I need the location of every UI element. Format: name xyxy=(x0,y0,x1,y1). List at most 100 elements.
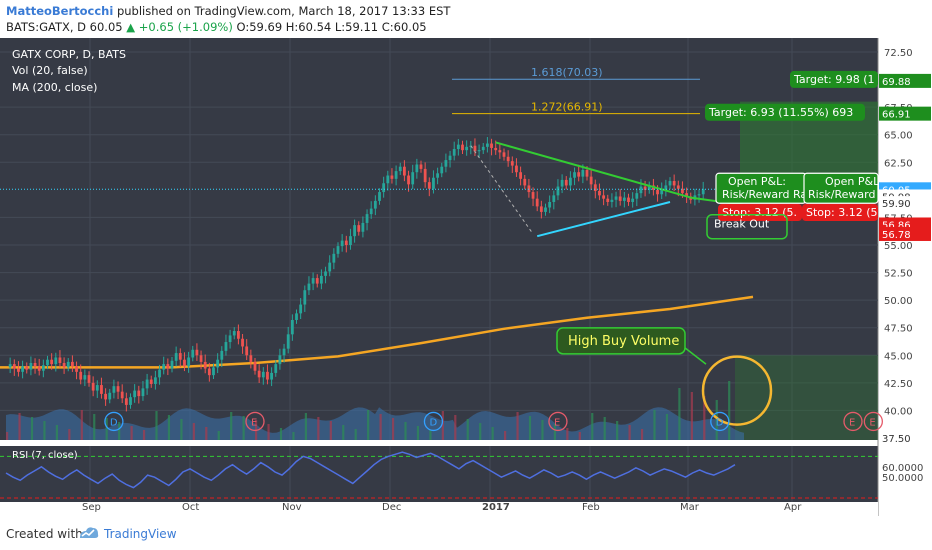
candle-body xyxy=(154,377,157,384)
volume-bar xyxy=(491,427,494,440)
candle-body xyxy=(50,359,54,365)
candle-body xyxy=(614,196,618,200)
candle-body xyxy=(415,164,419,173)
event-marker-label: D xyxy=(429,417,437,428)
candle-body xyxy=(407,175,410,185)
volume-bar xyxy=(30,417,34,440)
candle-body xyxy=(336,246,340,254)
candle-body xyxy=(62,363,66,368)
candle-body xyxy=(585,170,589,177)
volume-bar xyxy=(416,426,420,440)
trend-line-resistance xyxy=(495,141,692,199)
chart-title: GATX CORP, D, BATS xyxy=(12,48,126,61)
event-marker-label: E xyxy=(869,417,875,428)
tradingview-logo-icon[interactable] xyxy=(78,525,100,541)
rsi-title: RSI (7, close) xyxy=(12,450,78,461)
candle-body xyxy=(129,397,132,405)
candle-body xyxy=(697,194,701,196)
price-axis-badge-label: 37.50 xyxy=(882,434,911,445)
candle-body xyxy=(581,170,585,177)
author-link[interactable]: MatteoBertocchi xyxy=(6,4,114,18)
candle-body xyxy=(643,186,647,190)
risk-reward-label-2: Risk/Reward xyxy=(808,188,875,201)
candle-body xyxy=(564,179,568,186)
published-text: published on TradingView.com, March 18, … xyxy=(113,4,451,18)
candle-body xyxy=(8,364,12,368)
volume-bar xyxy=(105,418,108,440)
candle-body xyxy=(519,172,522,179)
ticker-label: BATS:GATX, D 60.05 xyxy=(6,20,123,34)
candle-body xyxy=(145,379,149,389)
candle-body xyxy=(506,156,510,162)
candle-body xyxy=(91,382,95,391)
candle-body xyxy=(477,150,481,152)
volume-bar xyxy=(628,425,631,440)
candle-body xyxy=(444,160,448,167)
candle-body xyxy=(569,177,572,186)
candle-body xyxy=(216,359,220,368)
tradingview-brand[interactable]: TradingView xyxy=(104,527,177,541)
volume-ma-area xyxy=(6,407,744,440)
candle-body xyxy=(664,185,668,190)
volume-bar xyxy=(429,430,432,440)
candle-body xyxy=(631,198,635,202)
candle-body xyxy=(124,398,128,405)
volume-bar xyxy=(167,415,171,440)
volume-bar xyxy=(329,421,332,440)
candle-body xyxy=(622,197,626,201)
volume-bar xyxy=(715,400,718,440)
volume-bar xyxy=(367,410,370,440)
price-axis-badge-label: 56.78 xyxy=(882,230,911,241)
candle-body xyxy=(232,331,236,336)
ma-200-line xyxy=(0,295,754,369)
time-axis-background xyxy=(0,502,878,516)
open-pnl-box-2 xyxy=(803,172,879,204)
volume-bar xyxy=(404,422,407,440)
x-tick-label: Mar xyxy=(680,502,700,513)
candle-body xyxy=(635,193,639,199)
high-volume-circle xyxy=(701,355,773,426)
candle-body xyxy=(212,367,215,376)
candle-body xyxy=(162,364,166,370)
candle-body xyxy=(494,147,498,151)
candle-body xyxy=(486,143,489,147)
rsi-line xyxy=(5,451,736,489)
candle-body xyxy=(498,150,502,153)
volume-bar xyxy=(578,432,581,440)
chart-area[interactable]: 72.5067.5065.0062.5057.5055.0052.5050.00… xyxy=(0,38,932,516)
candle-body xyxy=(174,353,178,361)
event-marker-label: D xyxy=(110,417,118,428)
x-tick-label: Oct xyxy=(182,502,199,513)
volume-bar xyxy=(653,410,656,440)
candle-body xyxy=(535,198,539,207)
volume-bar xyxy=(541,420,544,440)
candle-body xyxy=(481,146,485,151)
candle-body xyxy=(685,193,688,197)
volume-bar xyxy=(242,416,245,440)
candle-body xyxy=(548,201,552,208)
candle-body xyxy=(340,240,344,247)
x-tick-label: Sep xyxy=(82,502,101,513)
candle-body xyxy=(598,190,601,196)
candle-body xyxy=(448,155,452,161)
candle-body xyxy=(71,361,74,367)
up-arrow-icon: ▲ xyxy=(126,20,136,34)
candle-body xyxy=(490,143,493,148)
candle-body xyxy=(423,168,427,183)
candle-body xyxy=(398,166,402,172)
price-chart-svg[interactable]: 72.5067.5065.0062.5057.5055.0052.5050.00… xyxy=(0,38,932,516)
candle-body xyxy=(672,181,676,186)
candle-body xyxy=(187,357,190,367)
candle-body xyxy=(249,355,253,362)
candle-body xyxy=(299,304,303,314)
open-pnl-label-1: Open P&L: xyxy=(728,175,786,188)
volume-bar xyxy=(354,429,357,440)
candle-body xyxy=(183,359,186,367)
candle-body xyxy=(21,366,24,372)
candle-body xyxy=(510,161,514,166)
candle-body xyxy=(83,375,87,380)
volume-bar xyxy=(603,417,606,440)
break-out-box xyxy=(706,213,788,240)
candle-body xyxy=(274,364,278,373)
candle-body xyxy=(328,262,332,272)
